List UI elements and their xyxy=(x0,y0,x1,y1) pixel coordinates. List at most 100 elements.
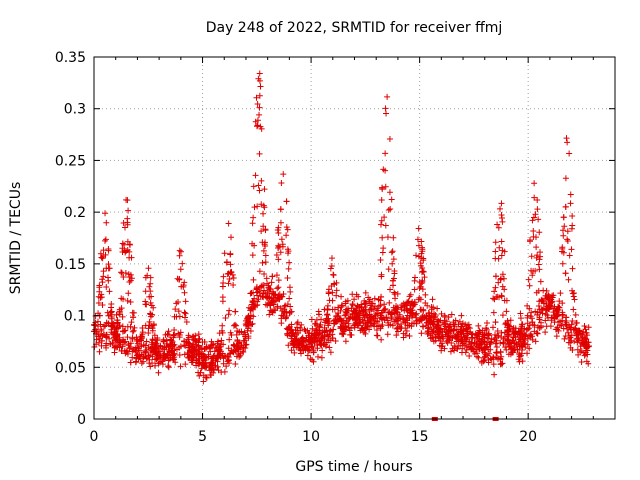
data-point xyxy=(210,366,217,373)
data-point xyxy=(188,348,195,355)
data-point xyxy=(415,296,422,303)
data-point xyxy=(226,275,233,282)
data-point xyxy=(428,306,435,313)
data-point xyxy=(262,259,269,266)
data-point xyxy=(181,351,188,358)
data-point xyxy=(247,327,254,334)
data-point xyxy=(444,339,451,346)
data-point xyxy=(372,315,379,322)
data-point xyxy=(381,214,388,221)
data-point xyxy=(188,357,195,364)
data-point xyxy=(220,355,227,362)
data-point xyxy=(262,252,269,259)
data-point xyxy=(404,317,411,324)
data-point xyxy=(364,323,371,330)
data-point xyxy=(153,351,160,358)
data-point xyxy=(506,325,513,332)
data-point xyxy=(533,289,540,296)
data-point xyxy=(245,313,252,320)
data-point xyxy=(250,297,257,304)
data-point xyxy=(404,307,411,314)
data-point xyxy=(532,211,539,218)
data-point xyxy=(208,338,215,345)
data-point xyxy=(193,352,200,359)
data-point xyxy=(171,354,178,361)
data-point xyxy=(299,334,306,341)
data-point xyxy=(237,352,244,359)
data-point xyxy=(518,325,525,332)
data-point xyxy=(373,310,380,317)
data-point xyxy=(469,335,476,342)
data-point xyxy=(400,330,407,337)
data-point xyxy=(475,322,482,329)
data-point xyxy=(540,300,547,307)
data-point xyxy=(157,352,164,359)
data-point xyxy=(524,335,531,342)
data-point xyxy=(524,312,531,319)
data-point xyxy=(143,338,150,345)
data-point xyxy=(564,238,571,245)
data-point xyxy=(427,314,434,321)
data-point xyxy=(327,349,334,356)
data-point xyxy=(308,316,315,323)
data-point xyxy=(256,187,263,194)
data-point xyxy=(277,206,284,213)
data-point xyxy=(562,203,569,210)
data-point xyxy=(495,255,502,262)
data-point xyxy=(277,249,284,256)
data-point xyxy=(310,347,317,354)
data-point xyxy=(430,328,437,335)
data-point xyxy=(269,299,276,306)
data-point xyxy=(119,245,126,252)
data-point xyxy=(582,349,589,356)
data-point xyxy=(277,219,284,226)
data-point xyxy=(547,304,554,311)
data-point xyxy=(500,339,507,346)
data-point xyxy=(103,319,110,326)
data-point xyxy=(496,244,503,251)
data-point xyxy=(504,317,511,324)
data-point xyxy=(378,197,385,204)
data-point xyxy=(411,299,418,306)
data-point xyxy=(147,352,154,359)
data-point xyxy=(377,314,384,321)
data-point xyxy=(583,329,590,336)
data-point xyxy=(526,345,533,352)
data-point xyxy=(240,344,247,351)
data-point xyxy=(495,224,502,231)
data-point xyxy=(183,318,190,325)
x-tick-label: 15 xyxy=(411,429,429,445)
data-point xyxy=(291,349,298,356)
data-point xyxy=(331,306,338,313)
data-point xyxy=(206,344,213,351)
data-point xyxy=(227,250,234,257)
data-point xyxy=(382,183,389,190)
data-point xyxy=(286,323,293,330)
data-point xyxy=(490,361,497,368)
data-point xyxy=(283,224,290,231)
data-point xyxy=(498,238,505,245)
data-point xyxy=(497,276,504,283)
data-point xyxy=(136,338,143,345)
data-point xyxy=(371,295,378,302)
data-point xyxy=(124,247,131,254)
data-point xyxy=(323,327,330,334)
data-point xyxy=(285,342,292,349)
data-point xyxy=(127,323,134,330)
data-point xyxy=(553,333,560,340)
data-point xyxy=(307,338,314,345)
data-point xyxy=(316,337,323,344)
data-point xyxy=(482,346,489,353)
data-point xyxy=(554,303,561,310)
data-point xyxy=(193,338,200,345)
data-point xyxy=(98,326,105,333)
data-point xyxy=(300,342,307,349)
data-point xyxy=(384,234,391,241)
data-point xyxy=(304,352,311,359)
data-point xyxy=(490,309,497,316)
x-tick-label: 5 xyxy=(198,429,207,445)
y-tick-label: 0.15 xyxy=(55,257,86,273)
data-point xyxy=(138,333,145,340)
data-point xyxy=(417,283,424,290)
data-point xyxy=(326,332,333,339)
